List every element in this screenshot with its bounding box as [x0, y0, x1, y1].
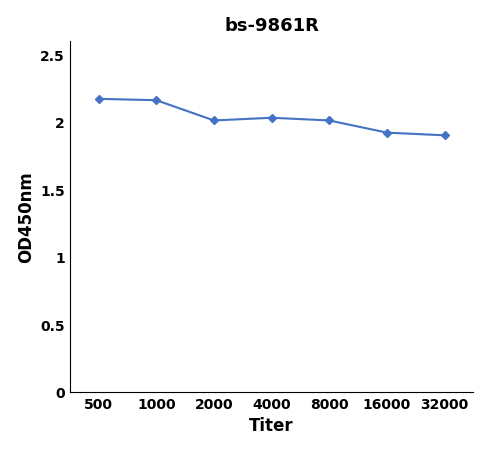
Title: bs-9861R: bs-9861R — [224, 17, 319, 35]
X-axis label: Titer: Titer — [249, 416, 294, 434]
Y-axis label: OD450nm: OD450nm — [17, 171, 35, 262]
